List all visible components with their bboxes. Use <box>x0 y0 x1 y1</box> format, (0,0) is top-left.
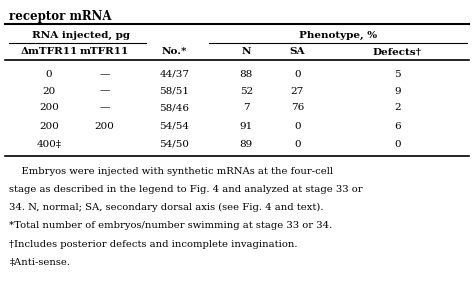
Text: RNA injected, pg: RNA injected, pg <box>32 31 130 39</box>
Text: N: N <box>242 47 251 56</box>
Text: —: — <box>100 87 110 96</box>
Text: 58/46: 58/46 <box>159 104 189 112</box>
Text: 0: 0 <box>294 122 301 131</box>
Text: ΔmTFR11: ΔmTFR11 <box>20 47 77 56</box>
Text: 400‡: 400‡ <box>36 140 62 149</box>
Text: 0: 0 <box>294 70 301 79</box>
Text: 0: 0 <box>46 70 52 79</box>
Text: 2: 2 <box>394 104 401 112</box>
Text: 7: 7 <box>243 104 250 112</box>
Text: 200: 200 <box>39 104 59 112</box>
Text: receptor mRNA: receptor mRNA <box>9 10 112 23</box>
Text: SA: SA <box>290 47 305 56</box>
Text: 88: 88 <box>240 70 253 79</box>
Text: Defects†: Defects† <box>373 47 422 56</box>
Text: 0: 0 <box>294 140 301 149</box>
Text: 58/51: 58/51 <box>159 87 189 96</box>
Text: 5: 5 <box>394 70 401 79</box>
Text: *Total number of embryos/number swimming at stage 33 or 34.: *Total number of embryos/number swimming… <box>9 221 333 231</box>
Text: ‡Anti-sense.: ‡Anti-sense. <box>9 258 70 267</box>
Text: —: — <box>100 70 110 79</box>
Text: 76: 76 <box>291 104 304 112</box>
Text: 200: 200 <box>95 122 115 131</box>
Text: 0: 0 <box>394 140 401 149</box>
Text: 27: 27 <box>291 87 304 96</box>
Text: —: — <box>100 104 110 112</box>
Text: 54/54: 54/54 <box>159 122 189 131</box>
Text: Embryos were injected with synthetic mRNAs at the four-cell: Embryos were injected with synthetic mRN… <box>9 167 333 176</box>
Text: 52: 52 <box>240 87 253 96</box>
Text: Phenotype, %: Phenotype, % <box>299 31 377 39</box>
Text: No.*: No.* <box>162 47 187 56</box>
Text: 34. N, normal; SA, secondary dorsal axis (see Fig. 4 and text).: 34. N, normal; SA, secondary dorsal axis… <box>9 203 324 212</box>
Text: mTFR11: mTFR11 <box>80 47 129 56</box>
Text: 44/37: 44/37 <box>159 70 189 79</box>
Text: 9: 9 <box>394 87 401 96</box>
Text: 6: 6 <box>394 122 401 131</box>
Text: 200: 200 <box>39 122 59 131</box>
Text: 20: 20 <box>42 87 55 96</box>
Text: stage as described in the legend to Fig. 4 and analyzed at stage 33 or: stage as described in the legend to Fig.… <box>9 185 363 194</box>
Text: 89: 89 <box>240 140 253 149</box>
Text: 91: 91 <box>240 122 253 131</box>
Text: †Includes posterior defects and incomplete invagination.: †Includes posterior defects and incomple… <box>9 240 298 249</box>
Text: 54/50: 54/50 <box>159 140 189 149</box>
